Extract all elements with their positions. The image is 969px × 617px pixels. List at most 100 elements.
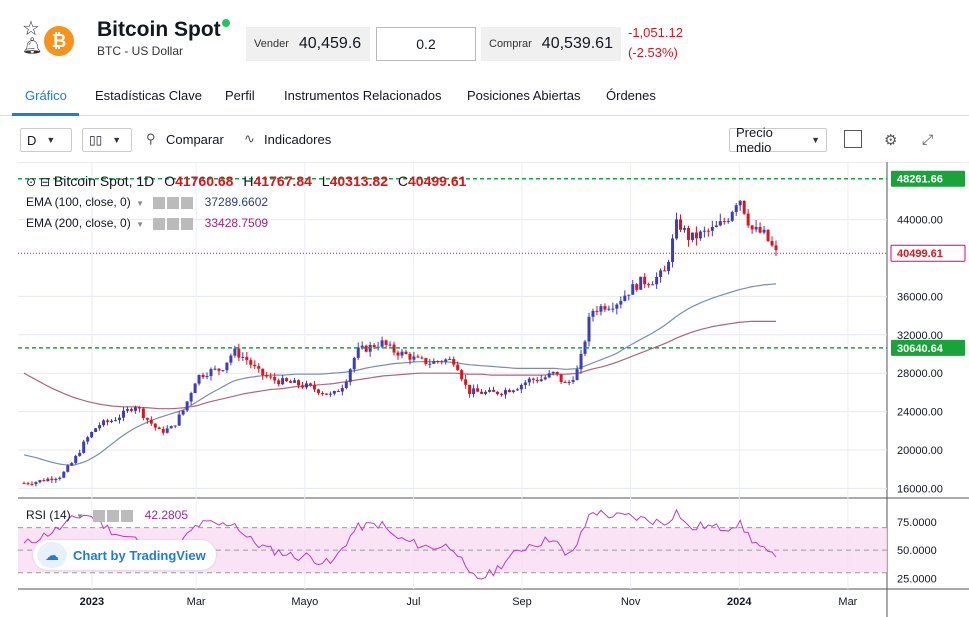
candle-up [110, 420, 114, 423]
ema200-value: 33428.7509 [204, 216, 269, 230]
tab-ordenes[interactable]: Órdenes [606, 88, 656, 103]
legend-toggle-icon[interactable]: ⊟ [39, 175, 51, 189]
candle-up [121, 410, 125, 418]
candle-up [627, 294, 631, 296]
tab-instrumentos-relacionados[interactable]: Instrumentos Relacionados [284, 88, 442, 103]
remove-icon[interactable] [121, 509, 134, 522]
price-change-pct: (-2.53%) [628, 45, 678, 60]
candle-down [245, 356, 249, 361]
tradingview-badge[interactable]: ☁ Chart by TradingView [33, 540, 216, 570]
price-change: -1,051.12 (-2.53%) [628, 23, 683, 63]
interval-value: D [27, 132, 37, 148]
candle-up [58, 477, 62, 479]
settings-icon[interactable] [167, 196, 180, 209]
chevron-down-icon[interactable]: ▼ [136, 220, 144, 229]
candle-down [706, 230, 710, 232]
eye-icon[interactable] [153, 196, 166, 209]
quantity-input[interactable]: 0.2 [376, 27, 476, 61]
candle-up [332, 391, 336, 394]
price-tick-label: 16000.00 [897, 483, 943, 495]
tab-grafico[interactable]: Gráfico [25, 88, 67, 103]
tab-estadisticas-clave[interactable]: Estadísticas Clave [95, 88, 202, 103]
candle-down [217, 368, 221, 371]
price-chart-svg[interactable]: 16000.00 20000.00 24000.00 28000.00 32000.00… [18, 162, 969, 617]
star-icon[interactable]: ☆ [22, 18, 40, 40]
candle-up [543, 377, 547, 380]
candle-down [750, 225, 754, 230]
chart-type-dropdown[interactable]: ▯▯ ▼ [82, 128, 132, 152]
candle-up [70, 463, 74, 466]
eye-icon[interactable] [153, 217, 166, 230]
settings-icon[interactable] [107, 509, 120, 522]
candle-down [452, 358, 456, 365]
candle-up [304, 383, 308, 388]
candle-up [82, 441, 86, 453]
main-legend: ⊙ ⊟ Bitcoin Spot, 1D O41760.68 H41767.84… [26, 173, 466, 189]
candle-down [746, 213, 750, 226]
candle-up [94, 428, 98, 433]
indicators-icon[interactable]: ∿ [244, 131, 255, 146]
compare-button[interactable]: Comparar [166, 132, 224, 147]
candle-up [547, 373, 551, 378]
candle-down [456, 364, 460, 371]
candle-up [527, 378, 531, 383]
remove-icon[interactable] [181, 217, 194, 230]
candle-down [297, 380, 301, 386]
rsi-legend: RSI (14) ▼ 42.2805 [26, 508, 188, 522]
candle-down [277, 380, 281, 385]
candle-down [507, 390, 511, 393]
candle-down [324, 393, 328, 395]
candle-down [559, 374, 563, 382]
candle-down [396, 352, 400, 356]
chevron-down-icon[interactable]: ▼ [136, 199, 144, 208]
candle-down [408, 353, 412, 360]
candle-down [265, 375, 269, 377]
tab-perfil[interactable]: Perfil [225, 88, 255, 103]
ema200-label: EMA (200, close, 0) [26, 216, 131, 230]
candle-up [125, 409, 129, 411]
rsi-label: RSI (14) [26, 508, 71, 522]
candle-up [738, 200, 742, 206]
candle-up [631, 284, 635, 295]
candle-up [659, 270, 663, 277]
candle-down [316, 389, 320, 394]
price-tick-label: 32000.00 [897, 330, 943, 342]
candle-up [754, 227, 758, 230]
candle-down [149, 419, 153, 424]
sell-label: Vender [254, 38, 289, 50]
candle-up [432, 361, 436, 364]
sell-button[interactable]: Vender 40,459.6 [246, 27, 370, 61]
interval-dropdown[interactable]: D ▼ [20, 128, 72, 152]
indicators-button[interactable]: Indicadores [264, 132, 332, 147]
chart-area[interactable]: 16000.00 20000.00 24000.00 28000.00 32000.00… [18, 162, 969, 617]
remove-icon[interactable] [181, 196, 194, 209]
candle-up [444, 359, 448, 362]
candles-icon: ▯▯ [89, 133, 103, 147]
bell-icon[interactable]: 🔔︎ [22, 38, 43, 55]
buy-button[interactable]: Comprar 40,539.61 [481, 27, 621, 61]
ema100-legend: EMA (100, close, 0) ▼ 37289.6602 [26, 195, 268, 209]
chevron-down-icon[interactable]: ▼ [76, 512, 84, 521]
candle-down [694, 232, 698, 239]
compare-icon[interactable]: ⚲ [146, 131, 156, 146]
tab-posiciones-abiertas[interactable]: Posiciones Abiertas [467, 88, 581, 103]
eye-icon[interactable] [93, 509, 106, 522]
candle-up [74, 455, 78, 464]
candle-down [336, 391, 340, 393]
candle-up [54, 478, 58, 481]
candle-down [320, 393, 324, 395]
candle-down [161, 429, 165, 433]
settings-gear-icon[interactable]: ⚙ [884, 132, 898, 149]
candle-up [615, 304, 619, 309]
candle-down [416, 356, 420, 358]
settings-icon[interactable] [167, 217, 180, 230]
collapse-icon[interactable]: ⊙ [26, 175, 37, 189]
low-value: 40313.82 [329, 173, 388, 189]
price-type-dropdown[interactable]: Precio medio ▼ [729, 125, 827, 155]
candle-down [50, 478, 54, 481]
candle-down [436, 361, 440, 363]
candle-up [205, 375, 209, 378]
fullscreen-icon[interactable]: ⤢ [922, 131, 934, 147]
candle-down [643, 276, 647, 285]
snapshot-checkbox[interactable] [844, 130, 862, 148]
